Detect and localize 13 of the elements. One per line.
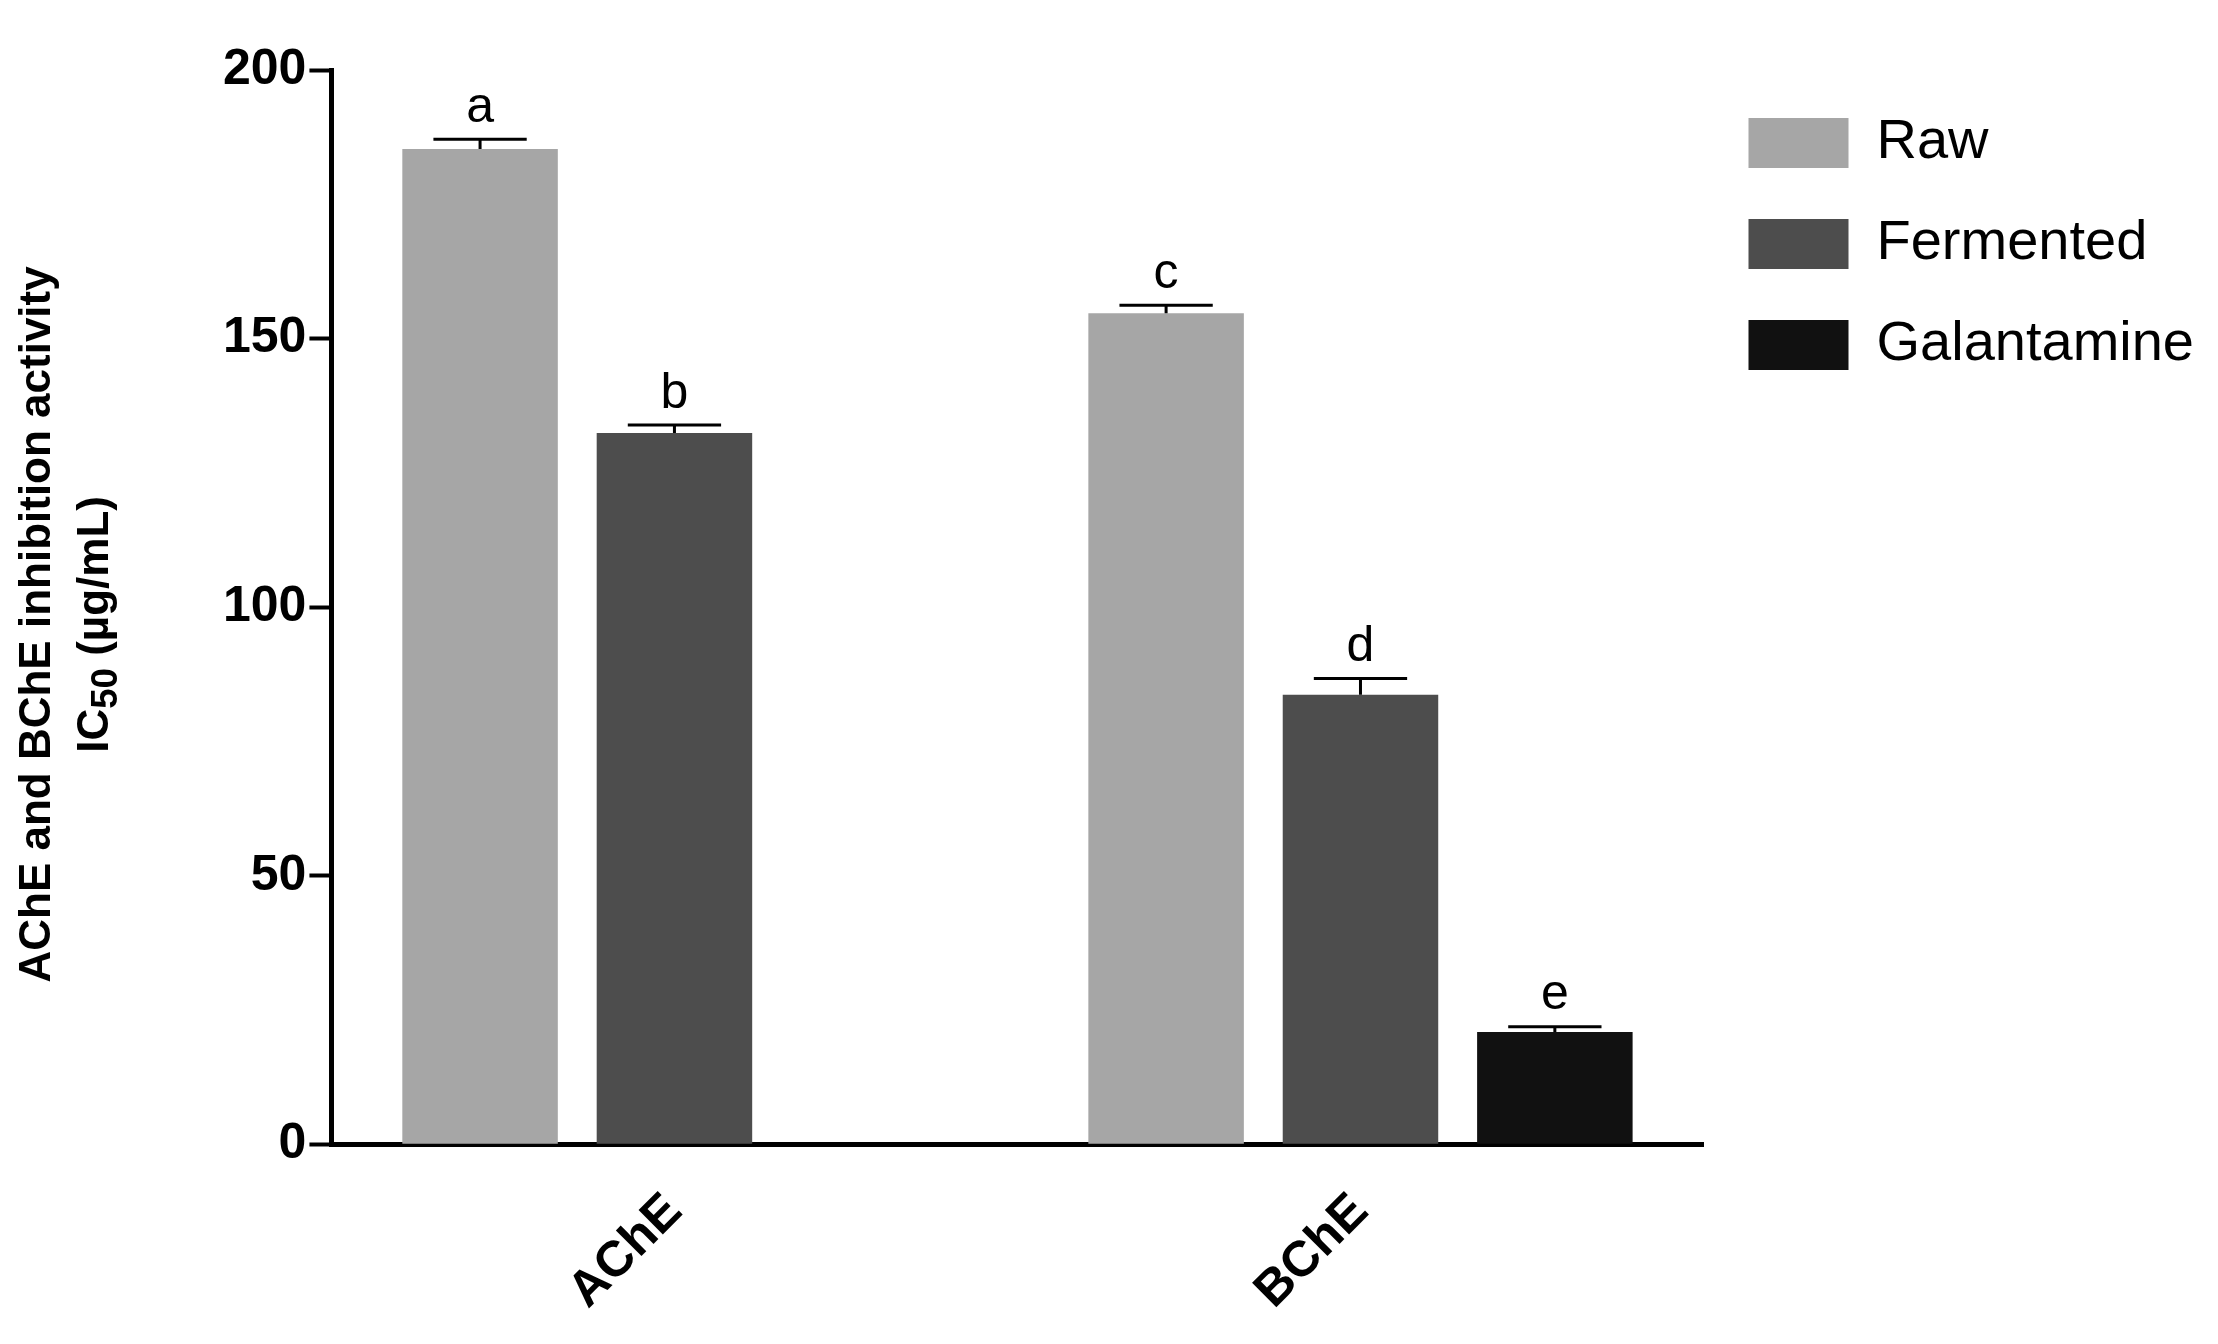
legend-label: Galantamine	[1876, 309, 2195, 373]
annotation: a	[466, 77, 495, 134]
y-tick-label: 100	[222, 575, 307, 632]
annotation: e	[1540, 964, 1569, 1021]
legend-label: Fermented	[1876, 208, 2148, 272]
annotation: d	[1346, 616, 1375, 673]
y-tick-label: 200	[222, 38, 307, 95]
legend-label: Raw	[1876, 107, 1990, 171]
annotation: c	[1153, 243, 1179, 300]
y-tick-label: 150	[222, 307, 307, 364]
y-tick-label: 50	[250, 844, 307, 901]
y-tick-label: 0	[278, 1113, 307, 1170]
annotation: b	[660, 362, 689, 419]
